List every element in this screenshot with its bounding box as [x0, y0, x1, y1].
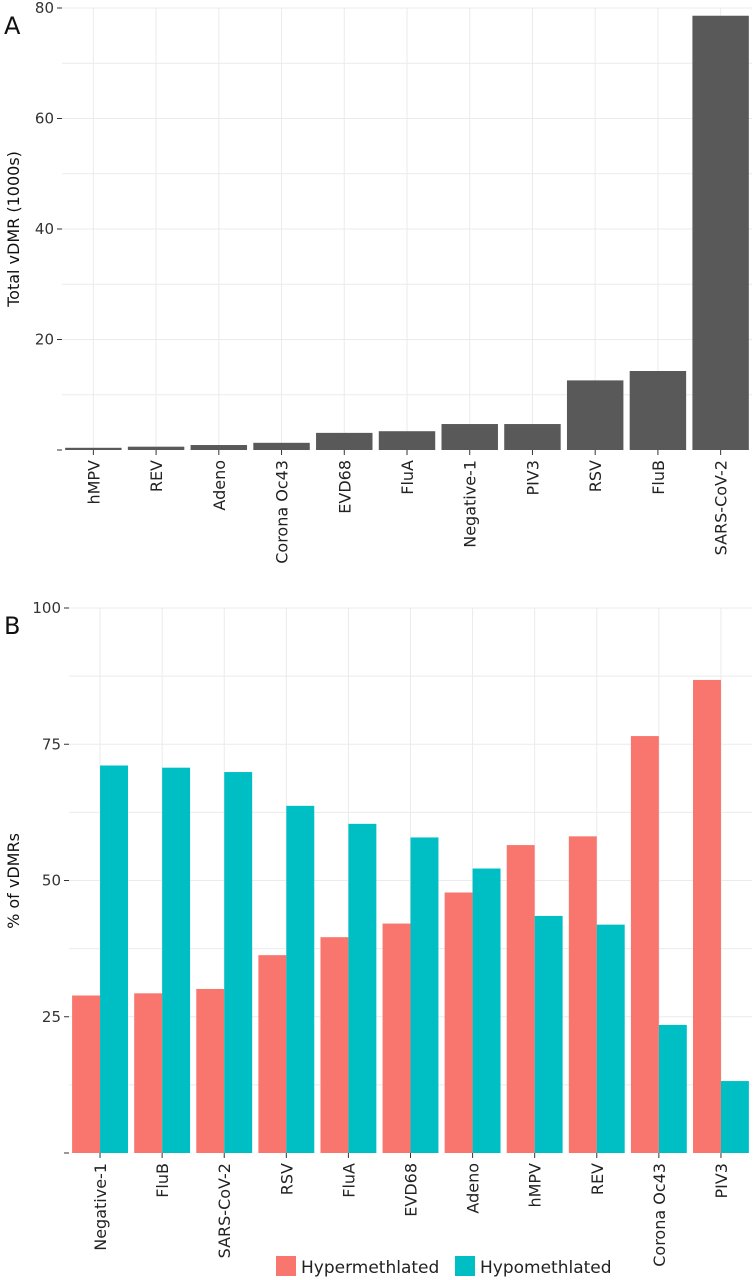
y-tick-label: 20 [35, 331, 54, 349]
bar-hypermethlated [196, 988, 225, 1153]
bar-hypermethlated [693, 679, 721, 1153]
bar-hypermethlated [568, 836, 597, 1153]
panel-b: B 25 50 75 100 Negative-1 FluB SARS-CoV-2 RSV F… [4, 599, 752, 1278]
bar-total [441, 424, 498, 450]
bar-hypermethlated [506, 845, 535, 1153]
bar-hypomethlated [348, 823, 377, 1153]
y-tick-label: 50 [42, 872, 61, 890]
bar-total [504, 424, 561, 450]
bar-hypomethlated [410, 837, 439, 1153]
x-tick-label: Corona Oc43 [273, 460, 292, 564]
bar-total [316, 432, 373, 450]
bar-hypomethlated [658, 1024, 687, 1153]
legend-label-hypermethlated: Hypermethlated [301, 1258, 439, 1278]
bar-hypomethlated [224, 772, 253, 1153]
bar-total [127, 446, 185, 450]
x-tick-label: REV [147, 460, 166, 492]
bar-total [378, 431, 436, 450]
x-tick-label: hMPV [84, 460, 103, 505]
bar-total [65, 447, 122, 450]
panel-a-letter: A [4, 12, 21, 40]
panel-b-letter: B [4, 612, 20, 640]
panel-a: A 20 40 60 80 hMPV REV Adeno Corona Oc43 EVD68 F… [4, 0, 752, 564]
bar-hypomethlated [472, 868, 501, 1153]
x-tick-label: RSV [586, 460, 605, 492]
x-tick-label: FluA [398, 460, 417, 495]
bar-hypermethlated [382, 923, 411, 1153]
y-tick-label: 40 [35, 220, 54, 238]
bar-total [692, 15, 749, 451]
bar-hypermethlated [72, 995, 101, 1153]
y-tick-label: 60 [35, 110, 54, 128]
bar-total [629, 370, 687, 450]
bar-hypermethlated [134, 993, 163, 1153]
x-tick-label: SARS-CoV-2 [712, 460, 731, 555]
bar-total [253, 442, 310, 450]
bar-hypermethlated [630, 736, 659, 1153]
bar-hypermethlated [320, 937, 349, 1153]
x-tick-label: Negative-1 [91, 1163, 110, 1251]
legend-swatch-hypomethlated [455, 1256, 475, 1276]
x-tick-label: Adeno [464, 1163, 483, 1214]
y-tick-label: 75 [42, 735, 61, 753]
x-tick-label: REV [588, 1163, 607, 1195]
x-tick-label: EVD68 [335, 460, 354, 514]
x-tick-label: FluB [649, 460, 668, 495]
bar-hypomethlated [534, 915, 563, 1153]
x-tick-label: FluB [153, 1163, 172, 1198]
legend-label-hypomethlated: Hypomethlated [480, 1258, 612, 1278]
x-tick-label: hMPV [526, 1163, 545, 1208]
y-tick-label: 100 [32, 599, 61, 617]
x-tick-label: Corona Oc43 [650, 1163, 669, 1267]
panel-a-y-axis-title: Total vDMR (1000s) [4, 151, 23, 308]
x-tick-label: PIV3 [523, 460, 542, 496]
bar-hypomethlated [100, 765, 128, 1153]
x-tick-label: SARS-CoV-2 [215, 1163, 234, 1258]
bar-hypermethlated [258, 955, 287, 1153]
bar-total [190, 445, 248, 450]
bar-hypermethlated [444, 892, 473, 1153]
bar-hypomethlated [720, 1081, 749, 1153]
y-tick-label: 25 [42, 1008, 61, 1026]
panel-b-y-axis-title: % of vDMRs [4, 833, 23, 929]
x-tick-label: FluA [339, 1163, 358, 1198]
bar-hypomethlated [162, 767, 191, 1153]
x-tick-label: RSV [277, 1163, 296, 1195]
bar-total [566, 380, 624, 450]
legend-swatch-hypermethlated [276, 1256, 296, 1276]
x-tick-label: Negative-1 [461, 460, 480, 548]
x-tick-label: Adeno [210, 460, 229, 511]
x-tick-label: PIV3 [712, 1163, 731, 1199]
legend: Hypermethlated Hypomethlated [276, 1256, 612, 1278]
x-tick-label: EVD68 [402, 1163, 421, 1217]
bar-hypomethlated [286, 805, 315, 1153]
bar-hypomethlated [596, 924, 625, 1153]
y-tick-label: 80 [35, 0, 54, 17]
